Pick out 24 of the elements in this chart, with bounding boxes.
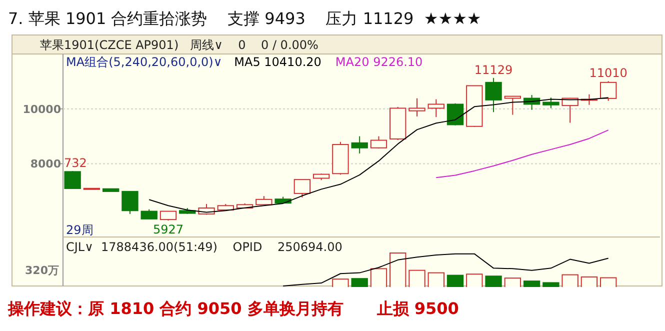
bar [390, 252, 406, 288]
annotation: 11129 [474, 62, 513, 77]
annotation: 29周 [66, 223, 94, 237]
text: MA5 10410.20 [234, 55, 322, 69]
chart-title: 7. 苹果 1901 合约重拾涨势 支撑 9493 压力 11129 ★★★★ [8, 9, 482, 28]
text: 操作建议：原 1810 合约 9050 多单换月持有 止损 9500 [7, 299, 459, 318]
bar [485, 276, 502, 288]
line-series [436, 130, 609, 178]
annotation: 11010 [589, 66, 628, 80]
annotation: 5927 [152, 222, 184, 237]
chart-subtitle: 苹果1901(CZCE AP901) 周线∨ 0 0 / 0.00% [40, 38, 318, 52]
bar [408, 270, 426, 288]
legend-title: MA组合(5,240,20,60,0,0)∨ [66, 55, 222, 69]
bar [466, 274, 483, 288]
chart-title: CJL∨ 1788436.00(51:49) OPID 250694.00 [66, 240, 342, 254]
bar [370, 268, 388, 288]
y-tick-label: 8000 [30, 158, 62, 171]
text: 320万 [25, 264, 59, 277]
y-tick-label: 10000 [22, 102, 62, 116]
candlestick [408, 98, 426, 117]
candlestick [351, 136, 368, 154]
annotation: 732 [64, 156, 87, 170]
bar [562, 274, 578, 288]
text: MA20 9226.10 [335, 55, 423, 69]
